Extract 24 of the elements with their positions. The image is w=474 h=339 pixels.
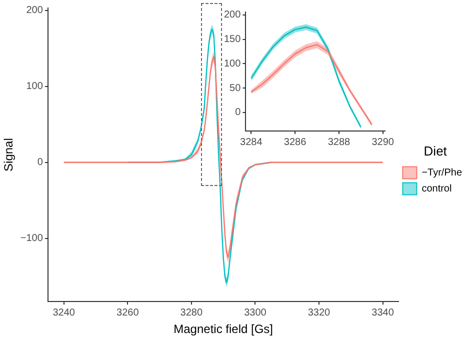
legend-label: −Tyr/Phe: [422, 168, 462, 179]
y-tick-label: 150: [224, 34, 242, 46]
legend-label: control: [422, 184, 452, 195]
y-tick-label: 50: [230, 82, 242, 94]
x-tick-label: 3300: [244, 307, 267, 318]
y-tick-label: 200: [224, 10, 242, 21]
x-tick-label: 3320: [308, 307, 331, 318]
x-tick-label: 3284: [240, 136, 263, 148]
x-axis-title: Magnetic field [Gs]: [174, 322, 273, 336]
x-tick-label: 3240: [52, 307, 76, 318]
y-tick-label: 100: [224, 58, 242, 70]
x-tick-label: 3290: [372, 136, 394, 148]
x-tick-label: 3280: [180, 307, 203, 318]
y-tick-label: 0: [37, 157, 44, 168]
x-tick-label: 3260: [116, 307, 140, 318]
y-tick-label: 100: [26, 81, 44, 92]
x-tick-label: 3340: [372, 307, 394, 318]
x-tick-label: 3286: [284, 136, 307, 148]
y-tick-label: −100: [20, 233, 44, 244]
y-axis-title: Signal: [2, 138, 16, 172]
legend-title: Diet: [424, 143, 448, 158]
y-tick-label: 200: [26, 5, 44, 16]
x-tick-label: 3288: [328, 136, 351, 148]
y-tick-label: 0: [235, 107, 242, 118]
